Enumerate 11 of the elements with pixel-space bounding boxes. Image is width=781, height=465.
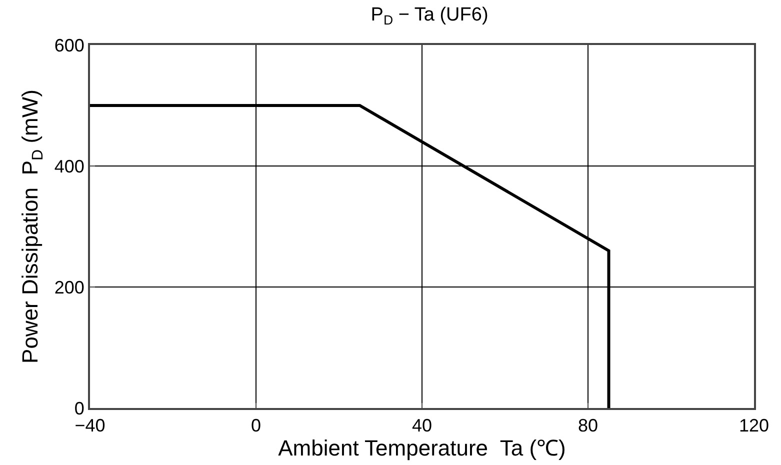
x-tick-label: 120 [738,416,770,436]
y-tick-label: 0 [74,398,84,418]
y-tick-label: 200 [54,277,84,298]
x-tick-label: 0 [250,416,262,436]
x-tick-label: −40 [74,416,106,436]
y-tick-label: 400 [54,156,84,176]
x-tick-label: 40 [412,416,432,436]
x-tick-label: 80 [578,416,598,436]
chart-title: P$_{D}$ − Ta (UF6) [370,4,488,28]
x-axis-title: Ambient Temperature Ta (℃) [278,436,566,461]
y-tick-label: 600 [54,35,84,56]
